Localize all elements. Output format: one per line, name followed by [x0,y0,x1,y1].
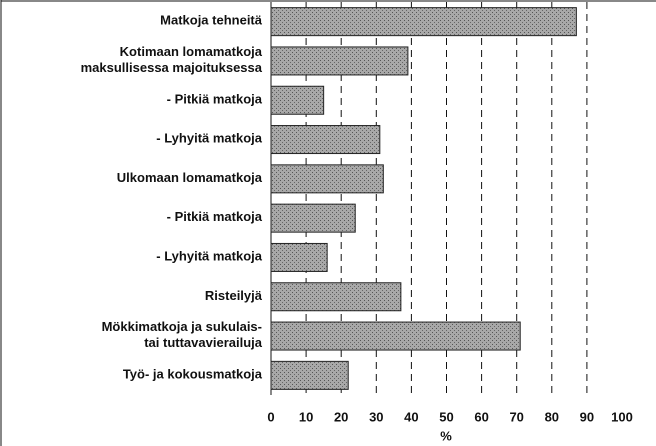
y-tick-label: Risteilyjä [205,288,263,303]
y-tick-label: Ulkomaan lomamatkoja [117,170,263,185]
bar [270,7,577,37]
y-tick-label: - Lyhyitä matkoja [156,249,262,264]
y-tick-label: Mökkimatkoja ja sukulais-tai tuttavavier… [102,319,263,350]
bar [270,85,325,115]
x-tick-label: 50 [439,409,453,424]
x-tick-label: 80 [545,409,559,424]
bar [270,360,349,390]
x-tick-label: 100 [611,409,633,424]
x-tick-label: 60 [474,409,488,424]
bar [270,203,356,233]
y-tick-label: Kotimaan lomamatkoja maksullisessa majoit… [81,44,263,75]
x-tick-label: 10 [299,409,313,424]
x-tick-label: 40 [404,409,418,424]
y-tick-label: - Pitkiä matkoja [167,92,263,107]
y-tick-label: - Pitkiä matkoja [167,210,263,225]
x-tick-label: 90 [580,409,594,424]
bar [270,164,384,194]
y-tick-label: Työ- ja kokousmatkoja [123,367,263,382]
x-tick-label: 0 [267,409,274,424]
x-tick-label: 30 [369,409,383,424]
x-tick-label: 20 [334,409,348,424]
x-axis-label: % [440,428,452,443]
bar [270,321,521,351]
bar [270,46,409,76]
x-tick-label: 70 [509,409,523,424]
bar [270,125,381,155]
bar [270,242,328,272]
bar [270,282,402,312]
y-tick-label: Matkoja tehneitä [160,13,263,28]
y-tick-label: - Lyhyitä matkoja [156,131,262,146]
